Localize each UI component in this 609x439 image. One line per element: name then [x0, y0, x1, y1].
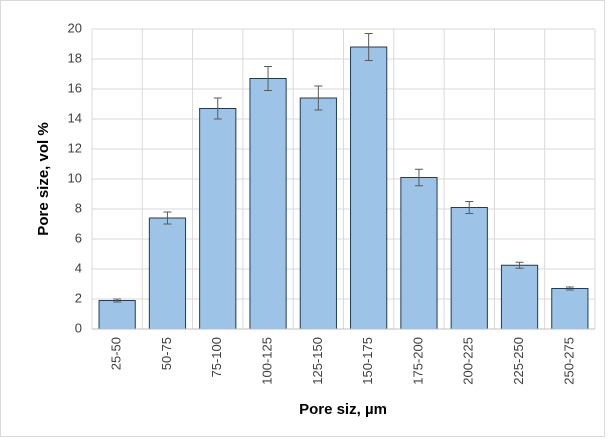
x-tick-label: 175-200 — [410, 337, 425, 385]
bar — [350, 46, 388, 330]
error-bar — [565, 286, 574, 291]
x-tick-label: 250-275 — [561, 337, 576, 385]
y-tick-label: 14 — [68, 110, 82, 125]
error-bar — [414, 168, 423, 187]
error-bar — [213, 97, 222, 120]
y-tick-label: 6 — [75, 230, 82, 245]
bar — [400, 177, 438, 330]
error-bar — [113, 298, 122, 303]
y-tick-label: 10 — [68, 170, 82, 185]
y-tick-label: 16 — [68, 80, 82, 95]
bar — [551, 288, 589, 330]
x-tick-label: 225-250 — [511, 337, 526, 385]
y-tick-label: 12 — [68, 140, 82, 155]
x-tick-label: 125-150 — [310, 337, 325, 385]
bar — [199, 108, 237, 330]
y-tick-label: 4 — [75, 260, 82, 275]
bar — [249, 78, 287, 330]
x-tick-label: 200-225 — [461, 337, 476, 385]
y-tick-label: 20 — [68, 20, 82, 35]
error-bar — [264, 66, 273, 91]
error-bar — [314, 85, 323, 111]
y-tick-label: 18 — [68, 50, 82, 65]
y-axis-title: Pore size, vol % — [35, 122, 52, 235]
x-tick-label: 25-50 — [109, 337, 124, 370]
bar — [148, 217, 187, 330]
x-tick-label: 100-125 — [259, 337, 274, 385]
error-bar — [364, 33, 373, 61]
y-tick-label: 0 — [75, 320, 82, 335]
y-tick-label: 8 — [75, 200, 82, 215]
x-tick-label: 150-175 — [360, 337, 375, 385]
error-bar — [163, 211, 172, 225]
x-tick-label: 75-100 — [209, 337, 224, 377]
bar — [450, 207, 488, 330]
bar — [98, 300, 136, 330]
bar — [500, 264, 539, 330]
error-bar — [515, 261, 524, 269]
x-axis-title: Pore siz, µm — [299, 401, 387, 418]
error-bar — [465, 201, 474, 214]
bar — [299, 97, 337, 330]
x-tick-label: 50-75 — [159, 337, 174, 370]
y-tick-label: 2 — [75, 290, 82, 305]
